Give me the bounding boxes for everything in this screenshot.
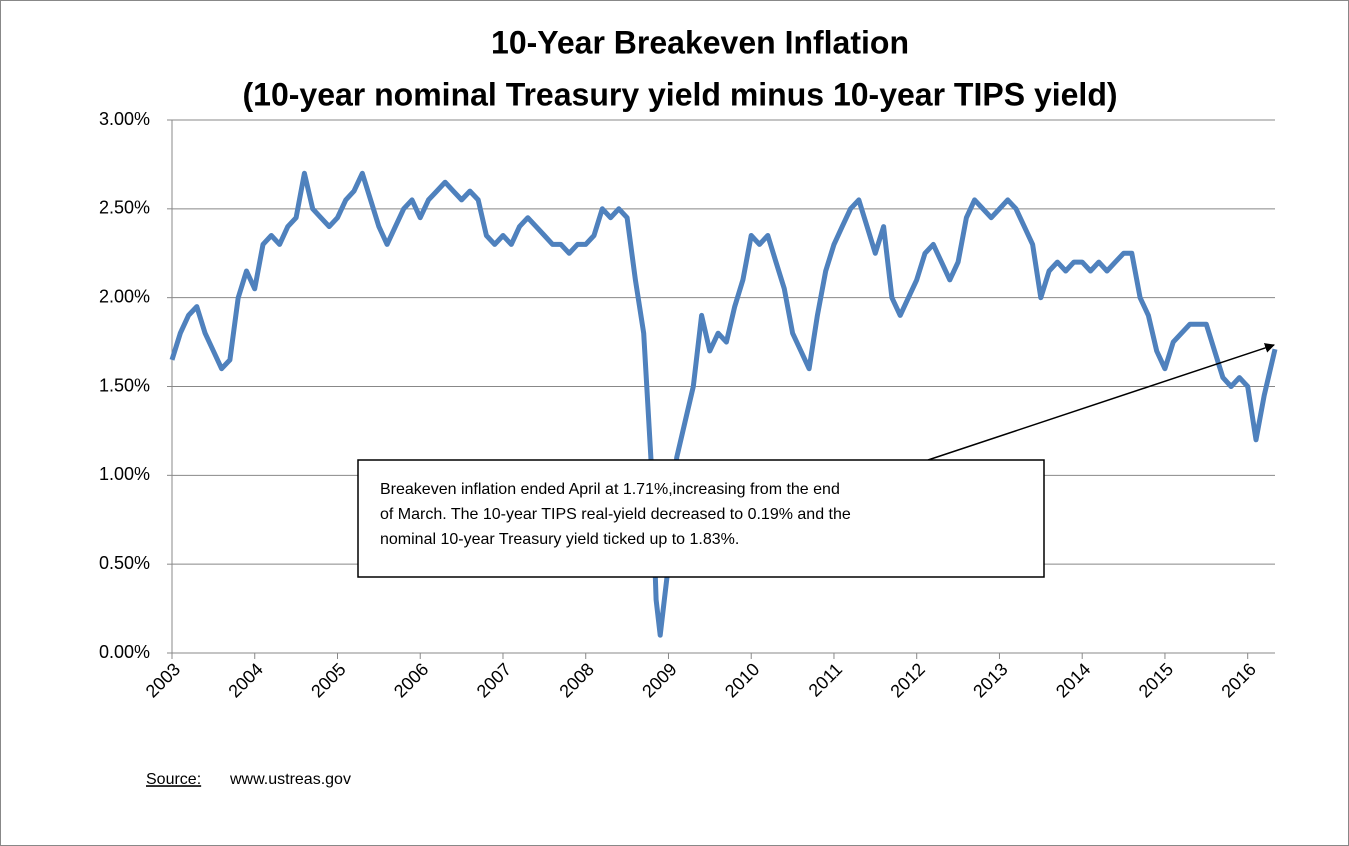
source-label: Source: [146, 771, 201, 788]
y-tick-label: 2.00% [99, 286, 150, 306]
source-text: www.ustreas.gov [229, 771, 351, 788]
annotation-box [357, 459, 1045, 578]
y-tick-label: 0.00% [99, 642, 150, 662]
chart-title: 10-Year Breakeven Inflation [491, 24, 909, 60]
y-tick-label: 1.50% [99, 375, 150, 395]
annotation-text: Breakeven inflation ended April at 1.71%… [380, 481, 840, 498]
data-line [169, 170, 1278, 638]
y-tick-label: 1.00% [99, 464, 150, 484]
annotation-arrow [927, 343, 1275, 461]
y-tick-label: 2.50% [99, 198, 150, 218]
annotation-text: of March. The 10-year TIPS real-yield de… [380, 506, 851, 523]
chart-subtitle: (10-year nominal Treasury yield minus 10… [242, 76, 1117, 112]
y-tick-label: 3.00% [99, 109, 150, 129]
annotation-text: nominal 10-year Treasury yield ticked up… [380, 531, 739, 548]
y-tick-label: 0.50% [99, 553, 150, 573]
